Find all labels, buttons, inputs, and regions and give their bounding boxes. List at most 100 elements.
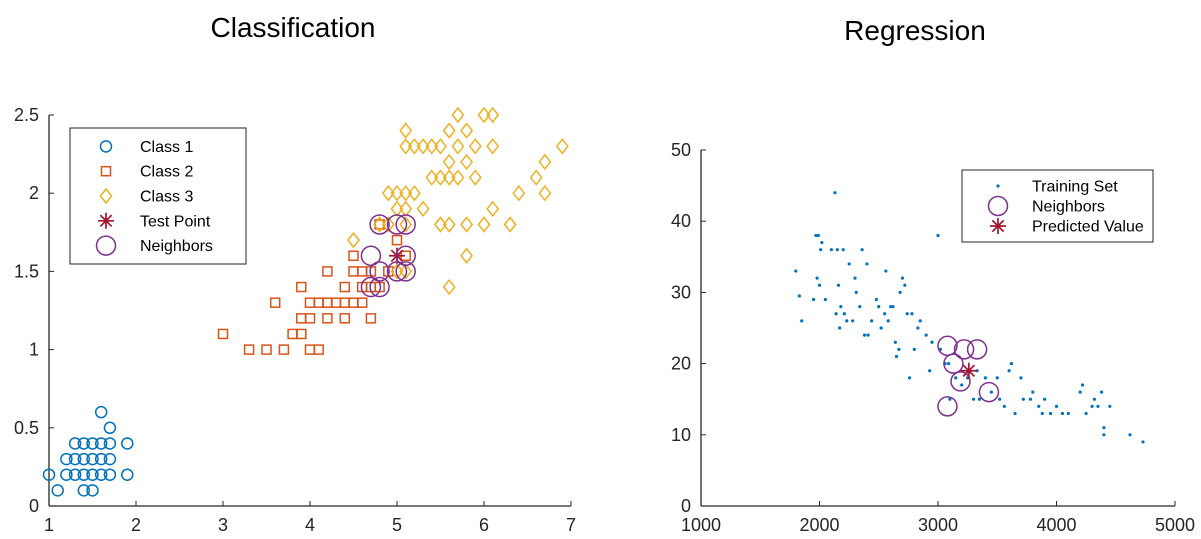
classification-diamond-point xyxy=(399,122,413,139)
classification-diamond-point xyxy=(399,138,413,155)
classification-legend-marker xyxy=(99,187,113,205)
regression-y-tick-label: 30 xyxy=(671,282,691,302)
classification-plot: Classification 1 2 3 4 5 6 7 0 0.5 1 1.5 2 2.5 Class … xyxy=(14,12,576,535)
regression-x-tick-label: 1000 xyxy=(681,515,721,535)
classification-y-tick-label: 2 xyxy=(29,183,39,203)
classification-diamond-point xyxy=(399,216,413,233)
classification-ring-point xyxy=(360,245,382,267)
classification-circle-point xyxy=(94,437,108,450)
regression-dot-point xyxy=(1040,411,1044,416)
classification-diamond-point xyxy=(442,216,456,233)
classification-diamond-point xyxy=(486,200,500,218)
classification-legend-marker xyxy=(100,165,112,177)
regression-dot-point xyxy=(820,240,824,245)
classification-diamond-point xyxy=(407,184,421,202)
regression-dot-point xyxy=(853,276,857,280)
regression-dot-point xyxy=(1128,433,1132,437)
classification-legend-label: Class 3 xyxy=(140,189,193,206)
classification-diamond-point xyxy=(503,216,517,233)
classification-square-point xyxy=(322,266,333,277)
regression-dot-point xyxy=(928,369,932,373)
classification-series-neighbors xyxy=(360,214,416,298)
classification-square-point xyxy=(348,297,359,308)
regression-dot-point xyxy=(886,319,890,323)
classification-diamond-point xyxy=(460,122,474,139)
regression-dot-point xyxy=(794,269,798,273)
regression-dot-point xyxy=(1141,440,1145,444)
regression-ring-point xyxy=(937,335,958,357)
regression-dot-point xyxy=(1002,404,1006,408)
regression-series-predicted-value xyxy=(960,362,977,379)
classification-diamond-point xyxy=(381,216,395,233)
classification-circle-point xyxy=(103,421,117,435)
classification-square-point xyxy=(365,313,377,324)
regression-dot-point xyxy=(1048,411,1053,416)
classification-diamond-point xyxy=(460,153,474,171)
regression-dot-point xyxy=(1054,404,1059,408)
classification-legend: Class 1 Class 2 Class 3 Test Point Neighbors xyxy=(69,127,247,265)
regression-dot-point xyxy=(977,397,982,401)
classification-circle-point xyxy=(86,452,99,466)
classification-circle-point xyxy=(42,468,56,481)
classification-square-point xyxy=(287,328,298,340)
regression-dot-point xyxy=(971,397,976,401)
regression-dot-point xyxy=(954,376,958,380)
classification-square-point xyxy=(313,297,324,308)
regression-series-training-set xyxy=(794,191,1145,444)
regression-dot-point xyxy=(842,312,846,316)
regression-dot-point xyxy=(1031,390,1035,394)
classification-diamond-point xyxy=(442,278,456,296)
regression-legend-label: Training Set xyxy=(1032,179,1118,196)
regression-dot-point xyxy=(948,397,952,401)
regression-dot-point xyxy=(829,248,833,252)
classification-square-point xyxy=(322,313,333,324)
classification-diamond-point xyxy=(538,184,552,202)
classification-diamond-point xyxy=(407,138,421,155)
regression-ring-point xyxy=(978,381,1000,403)
regression-legend: Training Set Neighbors Predicted Value xyxy=(961,169,1154,243)
classification-diamond-point xyxy=(442,169,456,186)
classification-square-point xyxy=(339,281,351,293)
regression-dot-point xyxy=(924,333,928,337)
regression-dot-point xyxy=(1078,390,1082,394)
classification-ring-point xyxy=(369,214,390,235)
classification-diamond-point xyxy=(451,138,465,155)
classification-circle-point xyxy=(103,468,117,481)
classification-x-tick-label: 5 xyxy=(392,515,402,535)
regression-ring-point xyxy=(966,339,988,360)
regression-dot-point xyxy=(870,319,874,323)
classification-y-tick-label: 0 xyxy=(29,496,39,516)
classification-x-tick-label: 3 xyxy=(218,515,228,535)
classification-diamond-point xyxy=(468,169,482,186)
regression-dot-point xyxy=(797,294,801,298)
regression-x-tick-label: 3000 xyxy=(918,515,958,535)
regression-dot-point xyxy=(839,305,843,309)
classification-ring-point xyxy=(369,276,390,298)
regression-dot-point xyxy=(995,376,999,380)
regression-dot-point xyxy=(862,333,867,337)
regression-dot-point xyxy=(1021,397,1025,401)
classification-diamond-point xyxy=(425,138,439,155)
classification-diamond-point xyxy=(486,138,500,155)
classification-square-point xyxy=(278,344,290,355)
classification-diamond-point xyxy=(477,106,491,124)
regression-dot-point xyxy=(1099,390,1104,394)
regression-dot-point xyxy=(874,297,878,302)
classification-circle-point xyxy=(77,484,91,497)
classification-square-point xyxy=(243,344,255,355)
regression-ring-point xyxy=(950,371,971,392)
regression-dot-point xyxy=(960,383,964,387)
regression-dot-point xyxy=(893,340,897,344)
classification-square-point xyxy=(348,266,359,277)
regression-dot-point xyxy=(836,283,841,287)
regression-y-tick-label: 40 xyxy=(671,211,691,231)
classification-diamond-point xyxy=(460,216,474,233)
classification-x-tick-label: 6 xyxy=(479,515,489,535)
regression-dot-point xyxy=(841,248,845,252)
regression-dot-point xyxy=(865,262,869,266)
regression-x-tick-label: 2000 xyxy=(799,515,839,535)
regression-y-tick-label: 0 xyxy=(681,496,691,516)
classification-square-point xyxy=(304,344,316,355)
classification-square-point xyxy=(296,328,307,340)
regression-dot-point xyxy=(847,262,851,266)
